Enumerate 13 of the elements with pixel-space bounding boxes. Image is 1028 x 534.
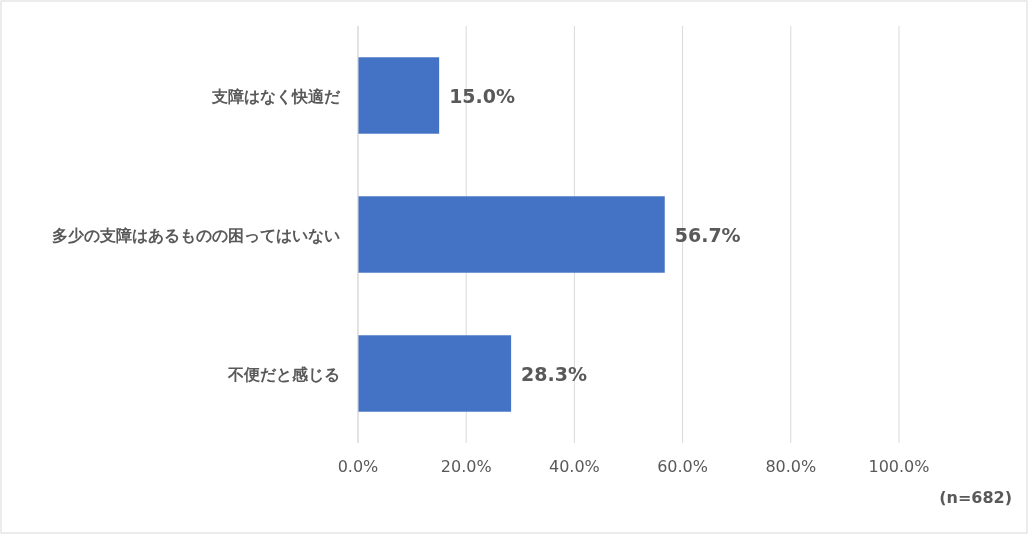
category: 支障はなく快適だ <box>212 86 340 106</box>
xtick: 60.0% <box>657 457 708 476</box>
data-label: 15.0% <box>449 84 516 107</box>
xtick: 40.0% <box>549 457 600 476</box>
xtick: 20.0% <box>440 457 492 476</box>
category: 多少の支障はあるものの困ってはいない <box>52 225 340 245</box>
data-label: 28.3% <box>521 362 587 385</box>
xtick: 80.0% <box>765 457 817 476</box>
xtick: 100.0% <box>868 457 930 476</box>
category: 不便だと感じる <box>228 364 340 384</box>
annotation: (n=682) <box>939 488 1012 507</box>
xtick: 0.0% <box>337 457 379 476</box>
data-label: 56.7% <box>674 223 741 246</box>
